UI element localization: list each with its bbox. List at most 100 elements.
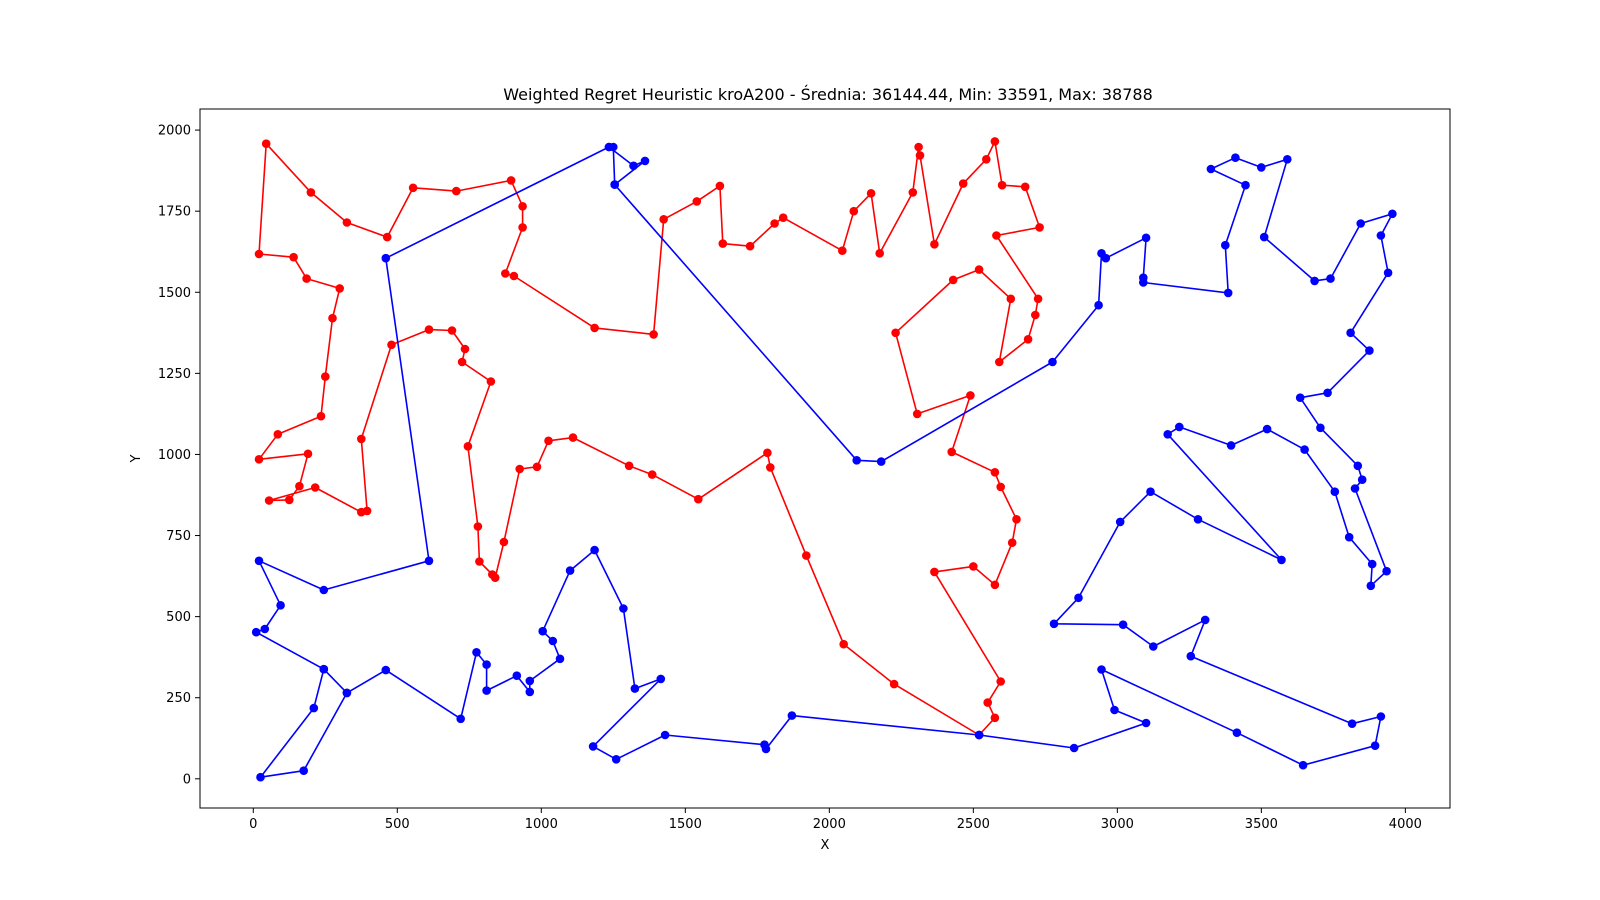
data-point bbox=[996, 482, 1005, 492]
data-point bbox=[472, 648, 481, 657]
data-point bbox=[1193, 515, 1203, 524]
data-point bbox=[1316, 423, 1325, 433]
data-point bbox=[1347, 719, 1357, 728]
data-point bbox=[525, 676, 535, 686]
data-point bbox=[590, 545, 599, 555]
data-point bbox=[1226, 441, 1236, 450]
data-point bbox=[1357, 475, 1367, 485]
data-point bbox=[1023, 335, 1033, 344]
data-point bbox=[1257, 163, 1266, 172]
data-point bbox=[1241, 180, 1250, 190]
data-point bbox=[306, 188, 316, 197]
data-point bbox=[532, 462, 542, 472]
data-point bbox=[802, 551, 811, 560]
data-point bbox=[475, 557, 484, 566]
data-point bbox=[295, 481, 304, 491]
data-point bbox=[357, 434, 366, 444]
data-point bbox=[381, 253, 391, 263]
data-point bbox=[319, 585, 329, 595]
data-point bbox=[1206, 164, 1216, 174]
data-point bbox=[996, 677, 1005, 686]
data-point bbox=[509, 271, 519, 281]
data-point bbox=[947, 447, 956, 457]
data-point bbox=[1141, 233, 1151, 243]
data-point bbox=[1149, 642, 1158, 651]
y-tick-label: 250 bbox=[166, 691, 191, 706]
data-point bbox=[930, 240, 939, 249]
data-point bbox=[629, 161, 638, 171]
data-point bbox=[473, 522, 483, 531]
data-point bbox=[408, 183, 418, 193]
data-point bbox=[974, 730, 984, 740]
x-tick-label: 0 bbox=[249, 817, 257, 832]
data-point bbox=[1048, 357, 1057, 367]
data-point bbox=[969, 562, 978, 571]
data-point bbox=[640, 156, 650, 166]
data-point bbox=[456, 714, 466, 724]
data-point bbox=[1118, 620, 1128, 629]
x-tick-label: 1000 bbox=[525, 817, 558, 832]
y-tick-label: 1750 bbox=[158, 205, 191, 220]
data-point bbox=[1007, 538, 1017, 547]
data-point bbox=[342, 688, 352, 698]
data-point bbox=[548, 636, 558, 646]
data-point bbox=[1175, 422, 1184, 432]
data-point bbox=[260, 624, 270, 634]
data-point bbox=[990, 137, 1000, 146]
data-point bbox=[518, 202, 527, 211]
x-tick-label: 500 bbox=[385, 817, 410, 832]
data-point bbox=[568, 433, 578, 442]
data-point bbox=[387, 340, 396, 350]
data-point bbox=[715, 181, 725, 191]
data-point bbox=[1097, 665, 1106, 674]
data-point bbox=[482, 686, 491, 695]
y-tick-label: 2000 bbox=[158, 124, 191, 139]
data-point bbox=[1097, 249, 1106, 258]
data-point bbox=[1232, 728, 1242, 737]
data-point bbox=[1388, 209, 1397, 219]
data-point bbox=[512, 671, 522, 680]
data-point bbox=[303, 449, 313, 459]
data-point bbox=[310, 483, 320, 492]
data-point bbox=[761, 744, 771, 754]
data-point bbox=[328, 313, 337, 323]
y-axis: 0 250 500 750 1000 1250 1500 1750 2000 bbox=[158, 124, 200, 787]
data-point bbox=[930, 567, 939, 577]
data-point bbox=[990, 580, 1000, 590]
data-point bbox=[261, 139, 271, 148]
data-point bbox=[763, 448, 772, 458]
data-point bbox=[447, 326, 457, 335]
data-point bbox=[1020, 182, 1030, 192]
data-point bbox=[770, 219, 779, 228]
data-point bbox=[1006, 294, 1016, 304]
data-point bbox=[254, 455, 264, 464]
data-point bbox=[1370, 741, 1380, 750]
data-point bbox=[1310, 276, 1319, 286]
data-point bbox=[482, 660, 491, 669]
data-point bbox=[1330, 487, 1340, 497]
data-point bbox=[251, 627, 261, 637]
data-point bbox=[745, 241, 755, 251]
data-point bbox=[983, 698, 992, 707]
data-point bbox=[1110, 705, 1119, 715]
data-point bbox=[990, 713, 1000, 723]
data-point bbox=[866, 189, 876, 198]
data-point bbox=[1223, 288, 1233, 298]
x-axis-title: X bbox=[821, 838, 830, 853]
data-point bbox=[289, 252, 298, 262]
data-point bbox=[321, 372, 330, 381]
data-point bbox=[486, 377, 496, 386]
data-point bbox=[1295, 393, 1305, 403]
y-tick-label: 1250 bbox=[158, 367, 191, 382]
data-point bbox=[1115, 517, 1125, 527]
data-point bbox=[1139, 273, 1148, 283]
data-point bbox=[958, 179, 968, 188]
data-point bbox=[460, 344, 470, 354]
data-point bbox=[1163, 430, 1172, 439]
data-point bbox=[839, 639, 848, 649]
data-point bbox=[555, 654, 565, 664]
x-tick-label: 3000 bbox=[1101, 817, 1134, 832]
data-point bbox=[649, 330, 658, 339]
